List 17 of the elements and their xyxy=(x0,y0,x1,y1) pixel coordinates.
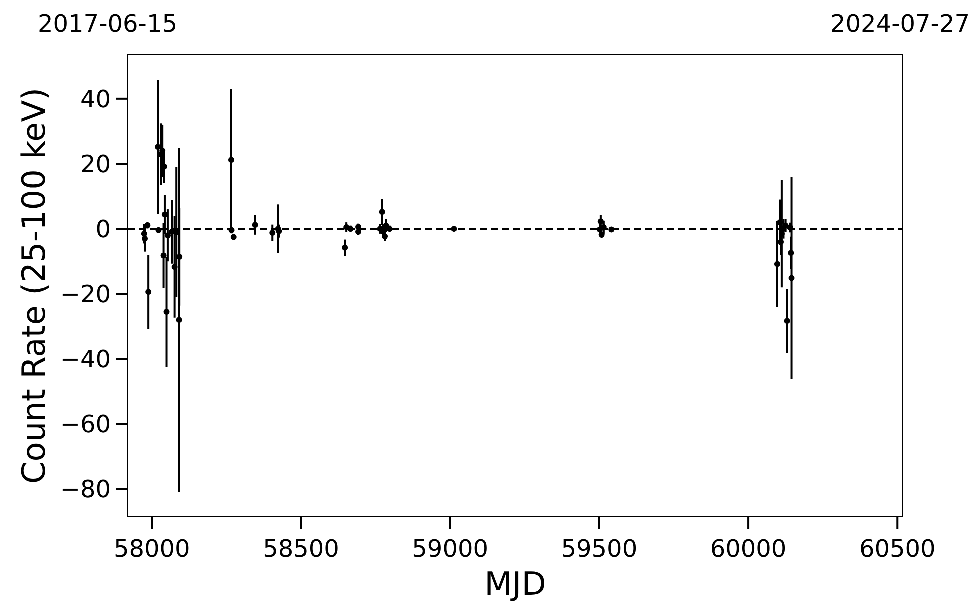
x-tick-label: 58000 xyxy=(114,535,190,563)
x-tick-label: 59000 xyxy=(412,535,489,563)
x-tick-label: 60500 xyxy=(859,535,936,563)
text: 2017-06-15 xyxy=(38,10,178,38)
y-tick-label: −20 xyxy=(60,280,111,309)
y-axis-title: Count Rate (25-100 keV) xyxy=(15,88,53,484)
y-tick-label: 20 xyxy=(80,150,111,178)
y-tick-label: −40 xyxy=(60,346,111,374)
x-tick-label: 58500 xyxy=(263,535,340,563)
y-tick-label: −60 xyxy=(60,410,111,439)
y-tick-label: 40 xyxy=(80,85,111,114)
x-tick-label: 60000 xyxy=(710,535,787,563)
y-tick-label: −80 xyxy=(60,476,111,504)
y-tick-label: 0 xyxy=(96,215,111,244)
x-axis-title: MJD xyxy=(484,565,546,603)
text: 2024-07-27 xyxy=(830,10,970,38)
x-tick-label: 59500 xyxy=(561,535,638,563)
